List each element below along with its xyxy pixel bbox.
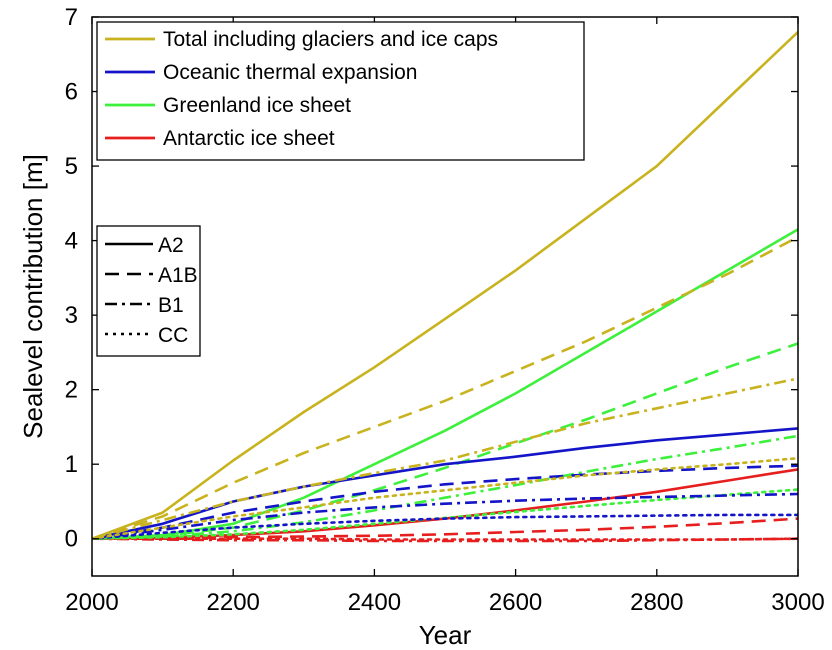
legend-entry-label: Oceanic thermal expansion: [163, 61, 417, 84]
series-line-antarctic-ice-sheet-b1: [92, 537, 798, 543]
x-tick-label: 3000: [771, 589, 824, 616]
series-line-greenland-ice-sheet-b1: [92, 434, 798, 540]
series-line-greenland-ice-sheet-a1b: [92, 342, 798, 540]
legend-entry-label: Greenland ice sheet: [163, 94, 351, 117]
x-tick-label: 2600: [489, 589, 542, 616]
y-tick-label: 5: [65, 153, 78, 180]
x-tick-label: 2000: [65, 589, 118, 616]
y-axis-label: Sealevel contribution [m]: [18, 154, 48, 439]
legend-scenario-label: B1: [158, 294, 184, 317]
legend-scenario-label: A2: [158, 234, 184, 257]
color-legend-box: [96, 21, 585, 161]
y-tick-label: 1: [65, 451, 78, 478]
legend-scenario-label: A1B: [158, 264, 198, 287]
axis-ticks: 2000 2200 2400 2600 2800 3000 0 1 2 3 4 5 6 7: [65, 4, 825, 616]
plot-area-frame: [91, 16, 799, 577]
series-line-total-including-glaciers-and-ice-caps-cc: [92, 456, 798, 540]
legend-entry-label: Antarctic ice sheet: [163, 127, 335, 150]
series-line-total-including-glaciers-and-ice-caps-a1b: [92, 235, 798, 540]
y-tick-label: 7: [65, 4, 78, 31]
y-tick-label: 2: [65, 377, 78, 404]
series-line-greenland-ice-sheet-a2: [92, 228, 798, 540]
series-line-oceanic-thermal-expansion-a1b: [92, 464, 798, 540]
series-line-total-including-glaciers-and-ice-caps-a2: [92, 30, 798, 540]
legend-scenario-label: CC: [158, 324, 188, 347]
series-layer: [92, 30, 798, 543]
x-tick-label: 2200: [207, 589, 260, 616]
y-tick-label: 6: [65, 79, 78, 106]
series-line-oceanic-thermal-expansion-b1: [92, 492, 798, 540]
x-tick-label: 2400: [348, 589, 401, 616]
series-line-total-including-glaciers-and-ice-caps-b1: [92, 377, 798, 540]
legend-entry-label: Total including glaciers and ice caps: [163, 28, 498, 51]
x-axis-label: Year: [419, 620, 472, 650]
series-line-antarctic-ice-sheet-cc: [92, 537, 798, 541]
linestyle-legend: A2 A1B B1 CC: [96, 225, 201, 357]
series-line-antarctic-ice-sheet-a1b: [92, 517, 798, 540]
series-line-oceanic-thermal-expansion-cc: [92, 513, 798, 540]
x-tick-label: 2800: [630, 589, 683, 616]
series-line-oceanic-thermal-expansion-a2: [92, 427, 798, 540]
y-tick-label: 0: [65, 526, 78, 553]
y-tick-label: 3: [65, 302, 78, 329]
y-tick-label: 4: [65, 228, 78, 255]
color-legend: Total including glaciers and ice caps Oce…: [96, 21, 585, 161]
